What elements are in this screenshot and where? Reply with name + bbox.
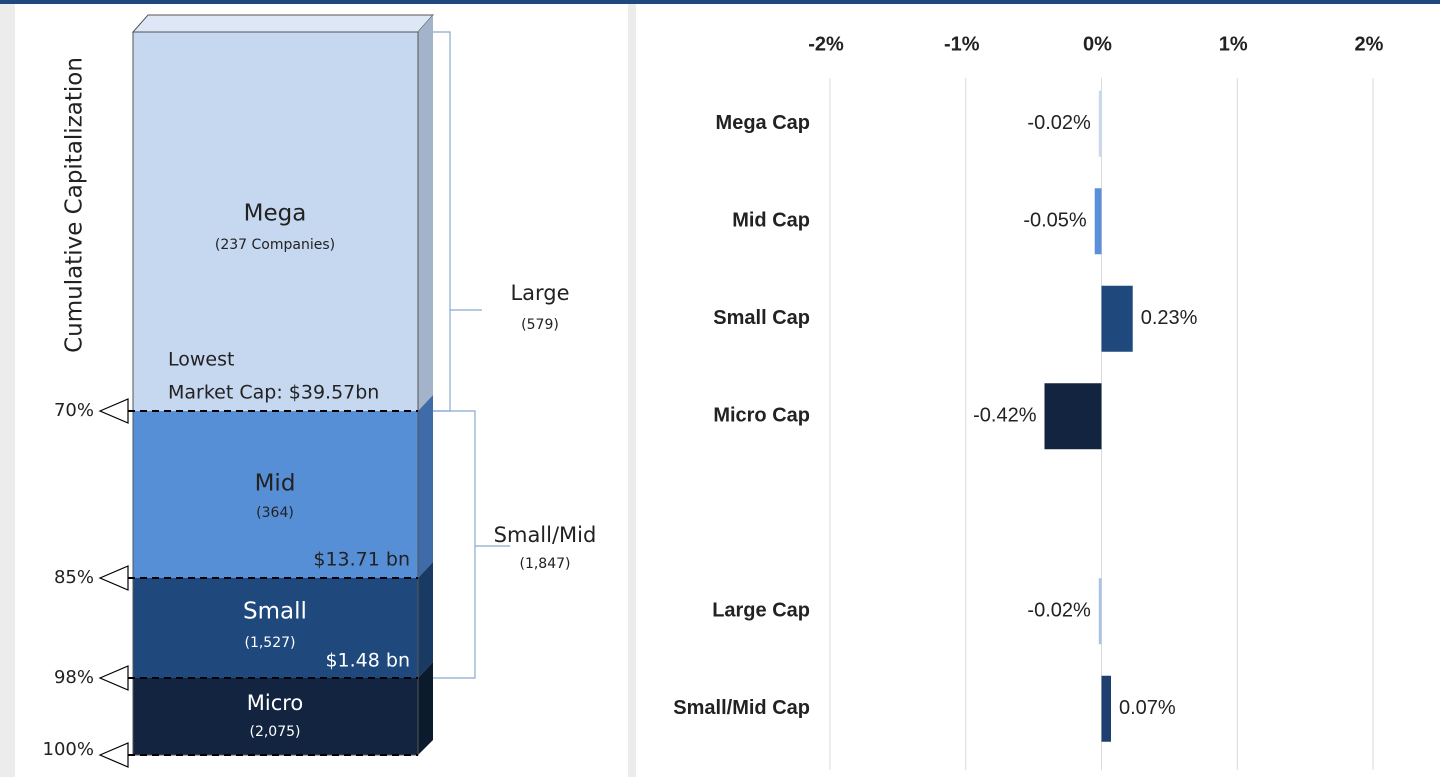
y-tick-label: Mid Cap [732,210,810,232]
level-label: 100% [43,739,94,760]
segment-threshold: $1.48 bn [325,650,410,672]
value-label: 0.23% [1141,307,1198,329]
x-tick-label: -1% [944,33,980,55]
micro-side [418,662,433,755]
small-block [133,578,418,678]
small-side [418,562,433,678]
value-label: -0.02% [1027,600,1091,622]
level-arrow [98,398,129,424]
value-label: -0.42% [973,405,1037,427]
x-tick-label: -2% [808,33,844,55]
mega-block [133,32,418,411]
right-panel [636,4,1440,777]
bar [1044,383,1102,450]
group-count: (579) [521,317,559,333]
segment-count: (2,075) [249,724,300,740]
segment-count: (237 Companies) [215,237,335,253]
bar [1101,675,1112,742]
segment-threshold: Lowest [168,349,234,371]
y-tick-label: Small/Mid Cap [673,697,810,719]
bar-chart: -2% -1% 0% 1% 2% Mega Cap -0.02% Mid Cap -0.05% S… [673,33,1384,770]
group-name: Small/Mid [494,523,597,547]
group-count: (1,847) [519,556,570,572]
level-label: 98% [54,667,94,688]
group-name: Large [510,281,569,305]
segment-name: Small [243,599,307,625]
bar [1094,188,1102,255]
segment-name: Micro [247,691,304,715]
y-tick-label: Micro Cap [713,405,810,427]
segment-threshold: $13.71 bn [313,549,410,571]
segment-name: Mid [255,471,296,497]
level-arrow [98,665,129,691]
micro-block [133,678,418,755]
diagram-axis-label: Cumulative Capitalization [62,57,88,353]
mid-side [418,395,433,578]
value-label: -0.05% [1023,210,1087,232]
level-arrows [98,398,129,768]
x-tick-label: 0% [1083,33,1112,55]
mega-side [418,15,433,411]
x-tick-label: 1% [1219,33,1248,55]
level-label: 70% [54,400,94,421]
segment-count: (364) [256,505,294,521]
bar [1101,285,1133,352]
bar [1098,90,1102,157]
segment-count: (1,527) [244,635,295,651]
level-arrow [98,742,129,768]
value-label: -0.02% [1027,112,1091,134]
level-lines [128,410,418,756]
x-tick-label: 2% [1355,33,1384,55]
bar [1098,578,1102,645]
level-label: 85% [54,567,94,588]
group-bracket [433,410,476,679]
segment-name: Mega [244,201,307,227]
block-top [131,14,435,33]
cap-diagram: 70% 85% 98% 100% Cumulative Capitalizati… [43,14,597,768]
y-tick-label: Mega Cap [716,112,810,134]
level-arrow [98,565,129,591]
segment-threshold: Market Cap: $39.57bn [168,382,379,404]
value-label: 0.07% [1119,697,1176,719]
top-bar [0,0,1440,4]
mid-block [133,411,418,578]
y-tick-label: Small Cap [713,307,810,329]
y-tick-label: Large Cap [712,600,810,622]
